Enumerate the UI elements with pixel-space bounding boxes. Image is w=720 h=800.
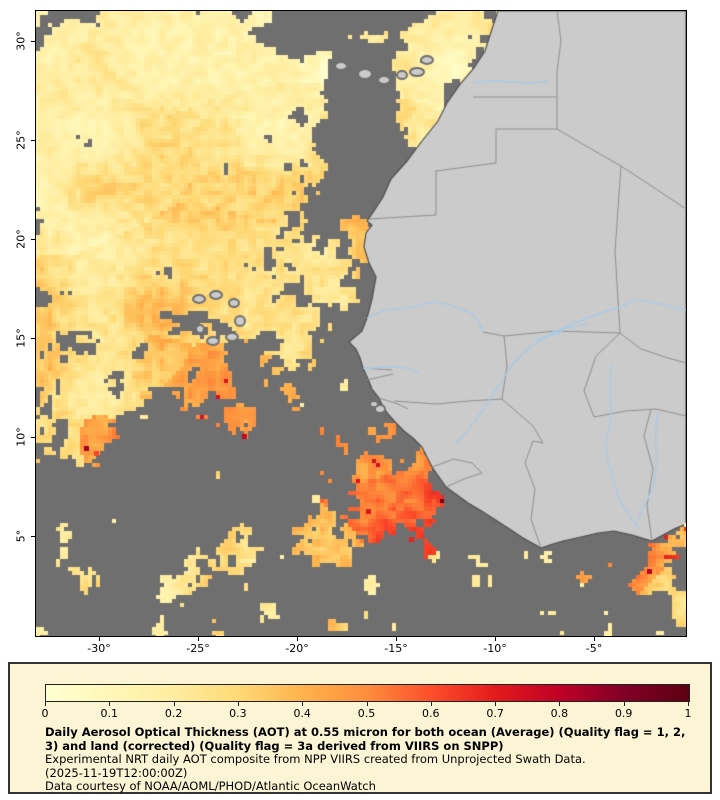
lat-tick-mark <box>31 338 36 339</box>
colorbar-tick-label: 0.7 <box>486 707 504 720</box>
lon-tick-mark <box>297 636 298 641</box>
lat-tick-label: 10° <box>14 427 28 447</box>
lat-tick-label: 30° <box>14 31 28 51</box>
lat-tick-label: 20° <box>14 229 28 249</box>
colorbar-tick-label: 0.2 <box>164 707 183 720</box>
lon-tick-label: -10° <box>483 642 507 655</box>
colorbar-tick-mark <box>109 702 111 706</box>
colorbar-tick-mark <box>302 702 304 706</box>
lon-tick-label: -25° <box>186 642 210 655</box>
legend-credit: Data courtesy of NOAA/AOML/PHOD/Atlantic… <box>45 779 376 794</box>
lon-tick-label: -15° <box>384 642 408 655</box>
lat-tick-mark <box>31 239 36 240</box>
colorbar-tick-mark <box>45 702 46 706</box>
lat-tick-mark <box>31 536 36 537</box>
colorbar-tick-label: 0.8 <box>550 707 569 720</box>
aot-raster-canvas <box>36 11 686 636</box>
lat-tick-label: 25° <box>14 130 28 150</box>
colorbar-tick-mark <box>623 702 625 706</box>
colorbar-tick-mark <box>559 702 561 706</box>
lat-tick-mark <box>31 437 36 438</box>
lon-tick-label: -20° <box>285 642 309 655</box>
colorbar-tick-mark <box>430 702 432 706</box>
lon-tick-mark <box>396 636 397 641</box>
lat-tick-label: 5° <box>14 529 28 543</box>
aot-colorbar <box>45 684 690 702</box>
colorbar-tick-mark <box>237 702 239 706</box>
lon-tick-mark <box>99 636 100 641</box>
lon-tick-label: -5° <box>585 642 603 655</box>
colorbar-tick-mark <box>495 702 497 706</box>
colorbar-tick-mark <box>366 702 368 706</box>
colorbar-tick-mark <box>173 702 175 706</box>
legend-caption: Daily Aerosol Optical Thickness (AOT) at… <box>45 725 693 794</box>
colorbar-tick-label: 0.9 <box>614 707 633 720</box>
legend-title: Daily Aerosol Optical Thickness (AOT) at… <box>45 725 686 753</box>
lat-tick-label: 15° <box>14 328 28 348</box>
colorbar-tick-label: 0 <box>41 707 49 720</box>
lon-tick-mark <box>495 636 496 641</box>
lon-tick-mark <box>198 636 199 641</box>
legend-panel: Daily Aerosol Optical Thickness (AOT) at… <box>8 662 712 794</box>
lon-tick-label: -30° <box>87 642 111 655</box>
lat-tick-mark <box>31 140 36 141</box>
lon-tick-mark <box>594 636 595 641</box>
lat-tick-mark <box>31 41 36 42</box>
colorbar-tick-mark <box>688 702 689 706</box>
colorbar-tick-label: 1 <box>684 707 692 720</box>
colorbar-tick-label: 0.6 <box>422 707 440 720</box>
legend-timestamp: (2025-11-19T12:00:00Z) <box>45 765 188 780</box>
colorbar-tick-label: 0.3 <box>229 707 247 720</box>
map-plot: 30° 25° 20° 15° 10° 5° -30° -25° -20° -15° -10° -5° <box>15 10 687 655</box>
colorbar-tick-label: 0.4 <box>293 707 311 720</box>
legend-subtitle: Experimental NRT daily AOT composite fro… <box>45 752 586 767</box>
colorbar-tick-label: 0.5 <box>357 707 376 720</box>
colorbar-tick-label: 0.1 <box>100 707 119 720</box>
